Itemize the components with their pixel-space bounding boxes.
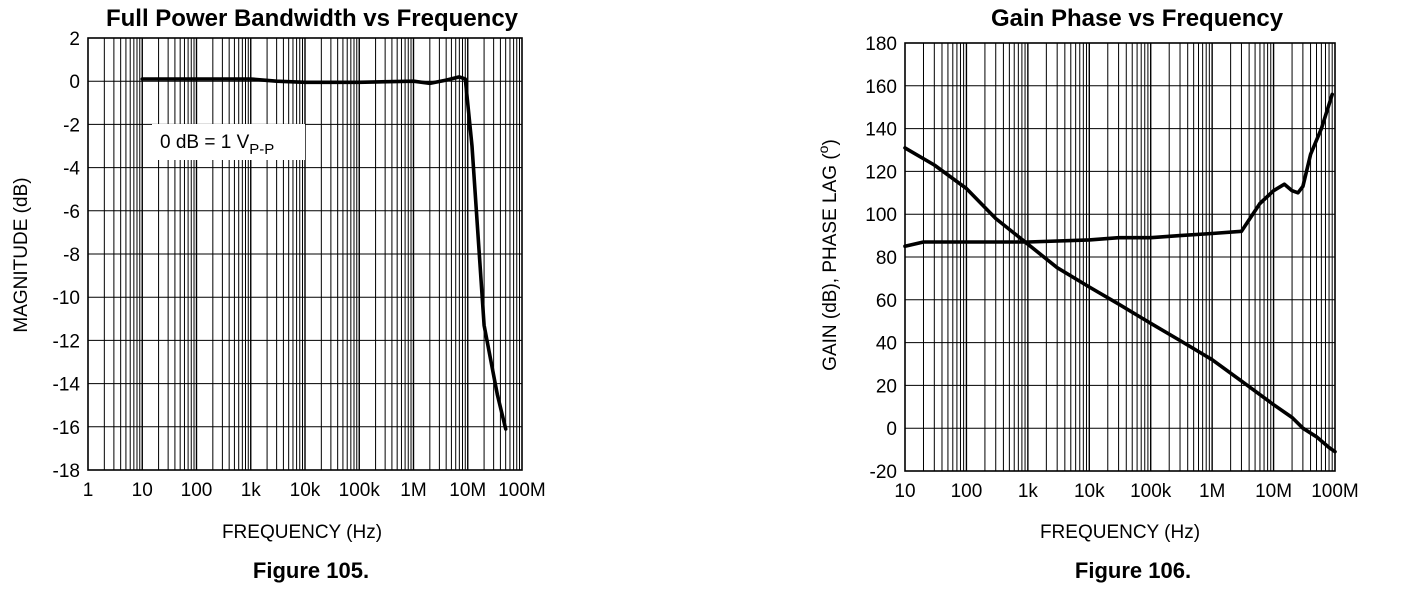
chart-105-y-tick-label: 2 xyxy=(69,29,80,50)
chart-105-x-tick-label: 100 xyxy=(181,480,213,501)
chart-106-y-tick-label: 180 xyxy=(865,34,897,55)
chart-106-x-axis-label: FREQUENCY (Hz) xyxy=(1040,522,1200,543)
chart-106-plot-area xyxy=(904,42,1336,472)
chart-106-y-tick-label: 20 xyxy=(876,376,897,397)
chart-106-x-tick-label: 100k xyxy=(1130,481,1172,502)
chart-105-x-tick-label: 100k xyxy=(339,480,381,501)
chart-105-x-tick-label: 10 xyxy=(132,480,153,501)
chart-106-x-tick-label: 1k xyxy=(1018,481,1039,502)
chart-105-x-tick-label: 1M xyxy=(400,480,426,501)
chart-105-y-tick-label: -10 xyxy=(53,288,80,309)
chart-105-x-tick-label: 1k xyxy=(241,480,262,501)
chart-106-title: Gain Phase vs Frequency xyxy=(991,5,1284,32)
chart-105-series-line-1 xyxy=(140,75,508,431)
chart-106-series-line-1 xyxy=(903,146,1337,454)
chart-105-y-tick-label: -4 xyxy=(63,159,80,180)
chart-106-y-tick-label: 40 xyxy=(876,334,897,355)
chart-106: Gain Phase vs Frequency 1801601401201008… xyxy=(815,5,1359,583)
chart-105-x-axis-label: FREQUENCY (Hz) xyxy=(222,522,382,543)
chart-105-annotation: 0 dB = 1 VP-P xyxy=(152,124,305,160)
chart-105-y-tick-label: -14 xyxy=(53,375,81,396)
chart-105-annotation-main: 0 dB = 1 V xyxy=(160,132,250,153)
chart-105-title: Full Power Bandwidth vs Frequency xyxy=(106,5,519,32)
chart-105-x-tick-label: 100M xyxy=(498,480,546,501)
chart-106-y-tick-label: 140 xyxy=(865,120,897,141)
chart-106-x-tick-label: 100M xyxy=(1311,481,1359,502)
chart-106-y-tick-label: 0 xyxy=(886,419,897,440)
chart-105-y-tick-label: 0 xyxy=(69,72,80,93)
chart-106-y-tick-label: 120 xyxy=(865,162,897,183)
chart-106-series xyxy=(903,92,1337,454)
chart-106-x-tick-label: 10M xyxy=(1255,481,1292,502)
chart-106-y-axis-label-main: GAIN (dB), PHASE LAG ( xyxy=(820,153,841,371)
chart-106-x-tick-label: 10 xyxy=(894,481,915,502)
chart-106-x-tick-label: 1M xyxy=(1199,481,1225,502)
chart-105-y-tick-label: -16 xyxy=(53,418,80,439)
chart-105: Full Power Bandwidth vs Frequency 2 0 -2 -4… xyxy=(11,5,546,583)
chart-105-y-axis-label: MAGNITUDE (dB) xyxy=(11,177,32,332)
chart-105-plot-area xyxy=(87,37,523,471)
chart-105-y-tick-label: -12 xyxy=(53,331,80,352)
chart-106-y-tick-label: -20 xyxy=(870,462,897,483)
chart-105-y-tick-label: -6 xyxy=(63,202,80,223)
chart-105-y-tick-label: -2 xyxy=(63,115,80,136)
chart-106-y-axis-degree: o xyxy=(815,145,831,153)
chart-106-x-ticks: 10 100 1k 10k 100k 1M 10M 100M xyxy=(894,481,1358,502)
chart-105-x-tick-label: 10M xyxy=(449,480,486,501)
chart-106-y-tick-label: 60 xyxy=(876,291,897,312)
chart-106-x-tick-label: 100 xyxy=(951,481,983,502)
chart-105-annotation-subscript: P-P xyxy=(249,141,274,158)
chart-106-series-line-2 xyxy=(903,92,1334,249)
chart-105-x-tick-label: 1 xyxy=(83,480,94,501)
chart-106-y-tick-label: 160 xyxy=(865,77,897,98)
figure-105-caption: Figure 105. xyxy=(253,558,369,583)
chart-105-x-ticks: 1 10 100 1k 10k 100k 1M 10M 100M xyxy=(83,480,546,501)
chart-105-x-tick-label: 10k xyxy=(290,480,321,501)
chart-106-x-tick-label: 10k xyxy=(1074,481,1105,502)
chart-106-y-tick-label: 100 xyxy=(865,205,897,226)
chart-105-annotation-box xyxy=(152,124,305,160)
chart-106-y-axis-label: GAIN (dB), PHASE LAG (o) xyxy=(815,139,841,371)
chart-105-y-tick-label: -8 xyxy=(63,245,80,266)
chart-105-series xyxy=(140,75,508,431)
chart-105-annotation-text: 0 dB = 1 VP-P xyxy=(160,132,274,158)
chart-106-y-ticks: 180 160 140 120 100 80 60 40 20 0 -20 xyxy=(865,34,897,483)
chart-106-y-tick-label: 80 xyxy=(876,248,897,269)
figure-106-caption: Figure 106. xyxy=(1075,558,1191,583)
chart-105-y-tick-label: -18 xyxy=(53,461,80,482)
chart-106-y-axis-label-close: ) xyxy=(820,139,841,145)
chart-105-y-ticks: 2 0 -2 -4 -6 -8 -10 -12 -14 -16 -18 xyxy=(53,29,81,482)
